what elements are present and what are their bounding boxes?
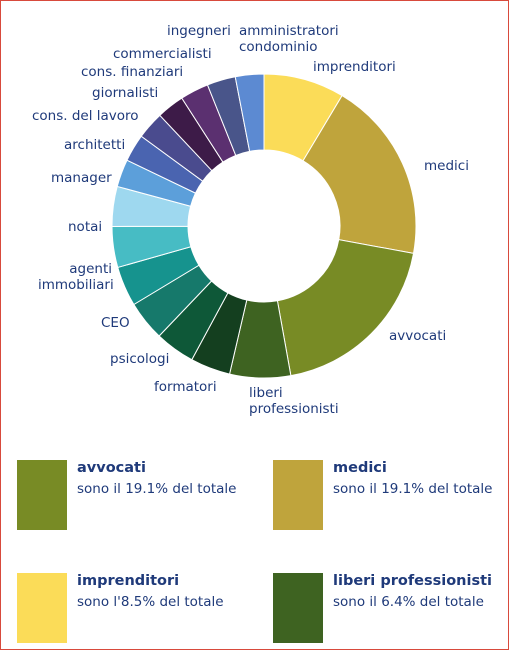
legend-item-medici: medici sono il 19.1% del totale bbox=[273, 460, 509, 532]
legend-description: sono l'8.5% del totale bbox=[77, 594, 224, 610]
label-cons-finanziari: cons. finanziari bbox=[81, 64, 184, 80]
label-amministratori-line1: amministratori bbox=[239, 23, 339, 39]
label-cons-del-lavoro: cons. del lavoro bbox=[32, 108, 139, 124]
legend-title: imprenditori bbox=[77, 573, 180, 589]
legend-description: sono il 19.1% del totale bbox=[333, 481, 493, 497]
legend-title: medici bbox=[333, 460, 387, 476]
label-formatori: formatori bbox=[154, 379, 217, 395]
legend-item-liberi-professionisti: liberi professionisti sono il 6.4% del t… bbox=[273, 573, 509, 645]
donut-chart bbox=[111, 73, 417, 379]
legend-title: liberi professionisti bbox=[333, 573, 492, 589]
legend-description: sono il 19.1% del totale bbox=[77, 481, 237, 497]
label-psicologi: psicologi bbox=[110, 351, 170, 367]
label-notai: notai bbox=[68, 219, 103, 235]
legend-swatch bbox=[273, 460, 323, 530]
label-manager: manager bbox=[51, 170, 112, 186]
legend-description: sono il 6.4% del totale bbox=[333, 594, 484, 610]
label-amministratori-line2: condominio bbox=[239, 39, 318, 55]
label-ingegneri: ingegneri bbox=[167, 23, 231, 39]
legend-item-imprenditori: imprenditori sono l'8.5% del totale bbox=[17, 573, 257, 645]
label-liberi-line2: professionisti bbox=[249, 401, 339, 417]
legend-swatch bbox=[273, 573, 323, 643]
label-ceo: CEO bbox=[101, 315, 130, 331]
label-architetti: architetti bbox=[64, 137, 126, 153]
legend-swatch bbox=[17, 460, 67, 530]
label-medici: medici bbox=[424, 158, 469, 174]
label-liberi-professionisti: liberi professionisti bbox=[249, 385, 339, 417]
label-agenti-line2: immobiliari bbox=[38, 277, 114, 293]
slice-amministratori-condominio bbox=[234, 73, 265, 152]
label-avvocati: avvocati bbox=[389, 328, 447, 344]
label-agenti-line1: agenti bbox=[69, 261, 112, 277]
label-commercialisti: commercialisti bbox=[113, 46, 212, 62]
label-giornalisti: giornalisti bbox=[92, 85, 159, 101]
slice-avvocati bbox=[276, 239, 415, 377]
legend-swatch bbox=[17, 573, 67, 643]
label-imprenditori: imprenditori bbox=[313, 59, 396, 75]
legend-title: avvocati bbox=[77, 460, 146, 476]
legend-item-avvocati: avvocati sono il 19.1% del totale bbox=[17, 460, 257, 532]
label-liberi-line1: liberi bbox=[249, 385, 283, 401]
label-agenti-immobiliari: agenti immobiliari bbox=[38, 261, 114, 293]
label-amministratori-condominio: amministratori condominio bbox=[239, 23, 339, 55]
slice-medici bbox=[302, 94, 417, 254]
